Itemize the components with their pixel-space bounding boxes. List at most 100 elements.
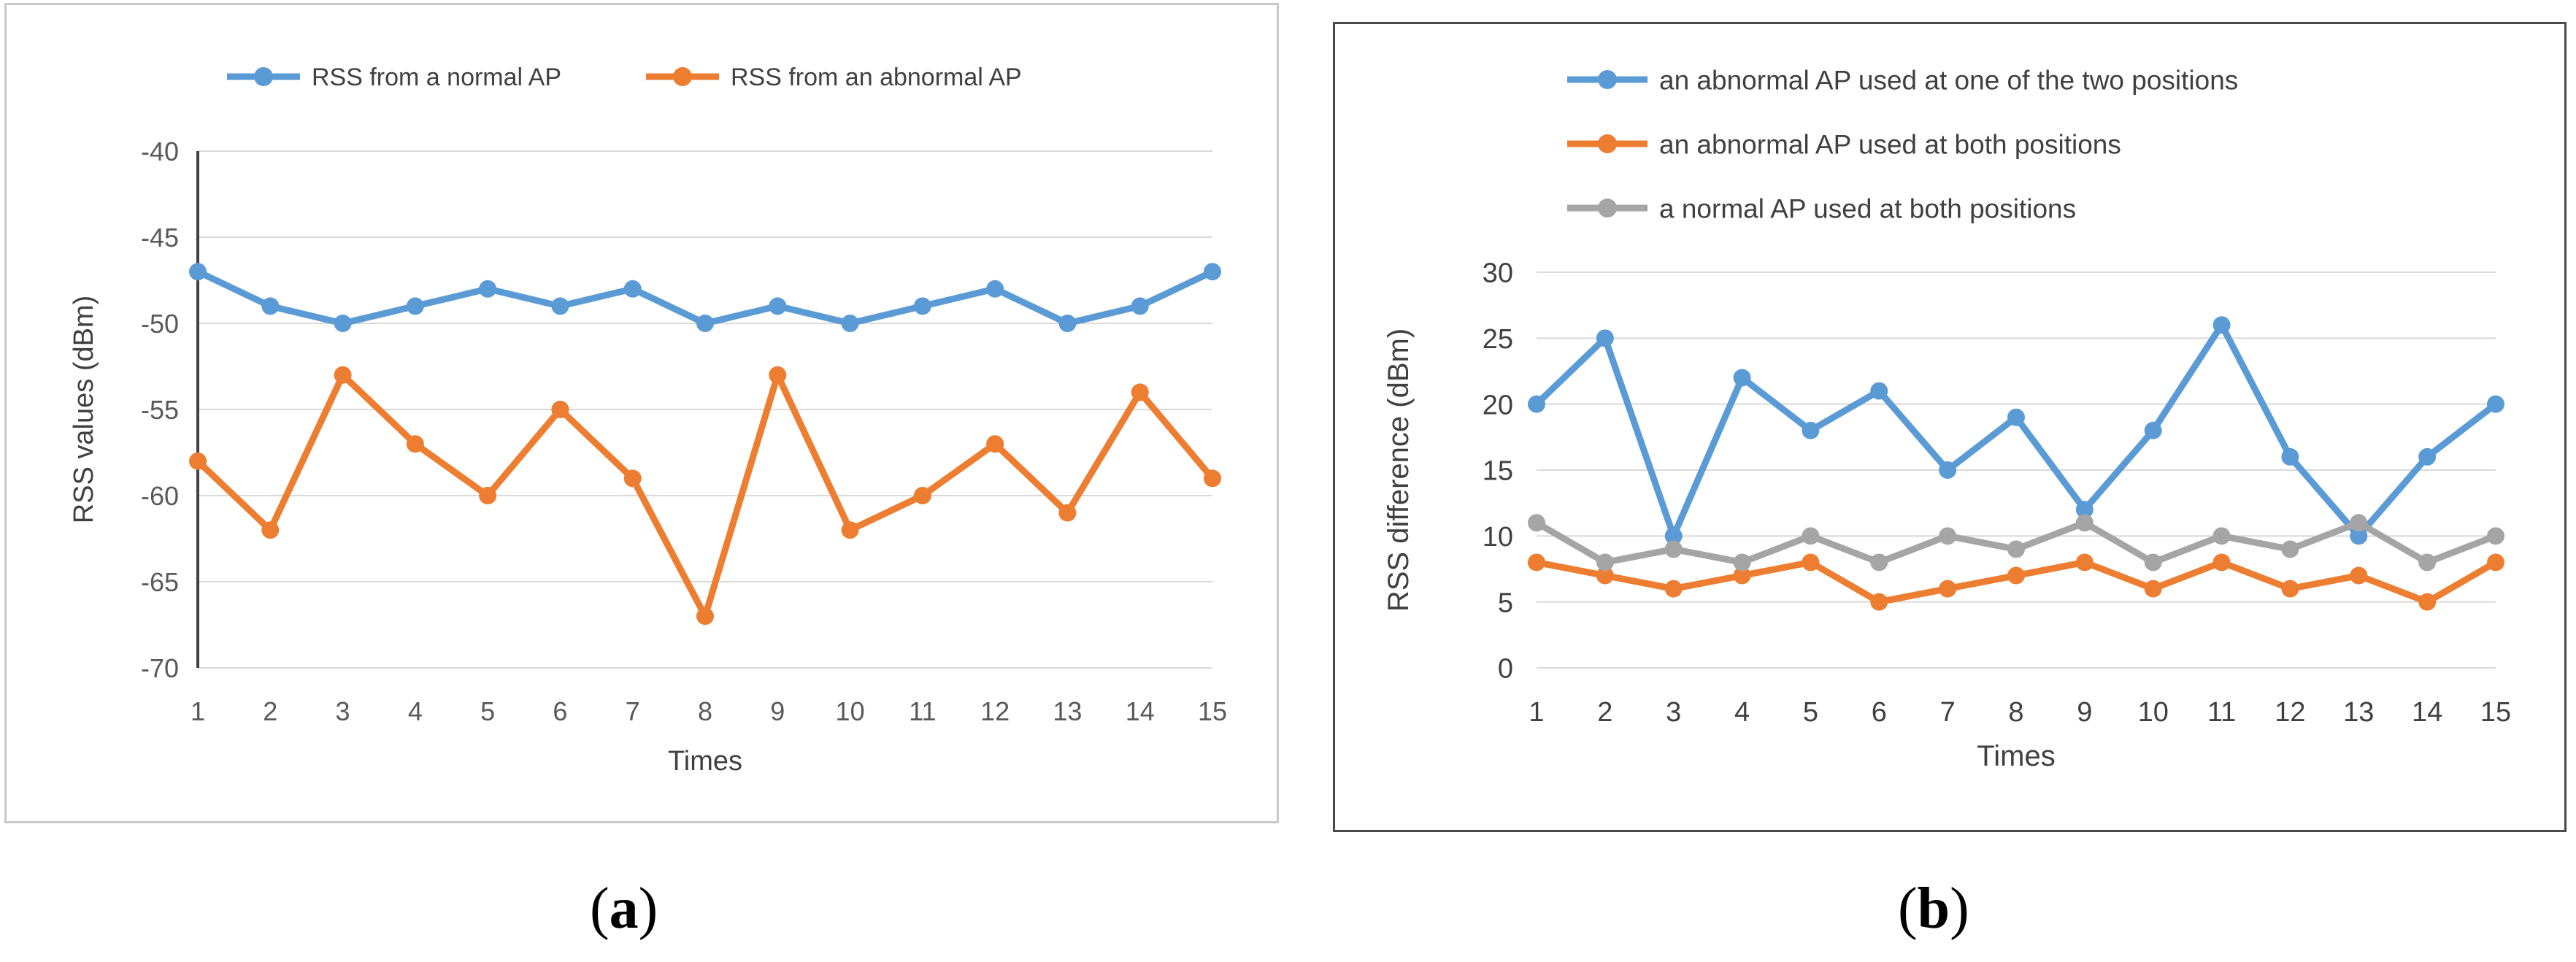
data-point-series-2 [2281,580,2299,598]
x-tick-label: 5 [1803,697,1818,728]
y-tick-label: -60 [141,481,179,511]
data-point-series-1 [2350,527,2368,545]
data-point-series-2 [841,521,859,539]
y-tick-label: -40 [141,136,179,166]
x-tick-label: 9 [770,696,785,726]
x-tick-label: 3 [336,696,350,726]
x-tick-label: 15 [2480,697,2511,728]
x-tick-label: 2 [1597,697,1612,728]
y-tick-label: 20 [1483,390,1513,420]
x-tick-label: 6 [1872,697,1887,728]
data-point-series-2 [2144,580,2162,598]
x-tick-label: 11 [909,696,936,726]
data-point-series-2 [1733,566,1751,585]
data-point-series-2 [623,469,642,488]
y-axis-title: RSS values (dBm) [69,296,99,524]
data-point-series-1 [2007,408,2025,426]
data-point-series-3 [1528,514,1545,532]
data-point-series-1 [1664,527,1683,545]
data-point-series-1 [1058,315,1077,332]
legend-label: RSS from an abnormal AP [731,64,1022,91]
y-tick-label: 5 [1498,588,1513,618]
x-tick-label: 7 [626,696,640,726]
y-tick-label: 30 [1483,258,1513,289]
y-tick-label: -50 [141,309,179,339]
y-tick-label: -55 [141,395,179,425]
x-tick-label: 9 [2077,697,2092,728]
x-tick-label: 4 [1734,697,1750,728]
x-tick-label: 10 [2138,697,2169,728]
data-point-series-1 [696,315,714,332]
y-tick-label: 25 [1483,324,1513,355]
data-point-series-3 [2418,553,2437,572]
data-point-series-3 [1596,553,1614,572]
data-point-series-2 [1664,580,1683,598]
data-point-series-3 [2075,514,2094,532]
x-tick-label: 14 [2412,697,2442,728]
x-tick-label: 10 [836,696,865,726]
y-tick-label: -70 [141,653,179,683]
data-point-series-2 [1058,504,1077,522]
data-point-series-3 [2281,540,2299,558]
x-tick-label: 14 [1126,696,1155,726]
data-point-series-1 [1802,421,1820,439]
data-point-series-2 [1204,469,1221,488]
data-point-series-1 [1528,395,1545,413]
data-point-series-1 [2418,447,2437,466]
data-point-series-3 [1664,540,1683,558]
legend-label: an abnormal AP used at both positions [1659,129,2121,159]
data-point-series-2 [2007,566,2025,585]
data-point-series-1 [841,315,859,332]
data-point-series-1 [1596,329,1614,347]
data-point-series-3 [1939,527,1957,545]
data-point-series-2 [334,366,352,384]
legend-marker [673,67,692,86]
data-point-series-1 [551,297,569,315]
data-point-series-3 [2007,540,2025,558]
x-axis-title: Times [668,746,742,777]
y-tick-label: 10 [1483,522,1513,553]
data-point-series-1 [334,315,352,332]
data-point-series-2 [1802,553,1820,572]
data-point-series-2 [406,435,424,453]
chart-panel-b: 0 5 10 15 20 25 30 1 2 3 4 5 6 7 8 9 10 11 12 13 14 15 Times RS… [1333,22,2567,832]
data-point-series-2 [261,521,280,539]
data-point-series-2 [769,366,787,384]
data-point-series-1 [1204,263,1221,281]
legend-label: an abnormal AP used at one of the two po… [1659,65,2238,95]
data-point-series-1 [623,280,642,298]
data-point-series-3 [2144,553,2162,572]
x-tick-label: 8 [698,696,712,726]
x-tick-label: 11 [2207,697,2236,728]
data-point-series-1 [2487,395,2504,413]
series-line-1 [1534,321,2498,539]
data-point-series-1 [769,297,787,315]
data-point-series-3 [1733,553,1751,572]
data-point-series-1 [1131,297,1149,315]
data-point-series-3 [2487,527,2504,545]
x-tick-label: 7 [1940,697,1956,728]
data-point-series-1 [913,297,931,315]
legend-label: RSS from a normal AP [312,64,561,91]
data-point-series-2 [2075,553,2094,572]
y-tick-label: -65 [141,567,179,597]
data-point-series-1 [1733,369,1751,387]
x-tick-label: 12 [980,696,1010,726]
data-point-series-2 [479,487,497,504]
caption-b: (b) [1898,877,1969,941]
legend-marker [1598,134,1617,153]
x-tick-label: 1 [1529,697,1544,728]
data-point-series-2 [1596,566,1614,585]
data-point-series-2 [1939,580,1957,598]
x-tick-label: 2 [263,696,277,726]
data-point-series-2 [913,487,931,504]
data-point-series-2 [1528,553,1545,572]
y-tick-label: -45 [141,223,179,253]
data-point-series-2 [696,607,714,626]
data-point-series-2 [189,452,207,470]
data-point-series-3 [2212,527,2231,545]
data-point-series-1 [479,280,497,298]
data-point-series-2 [986,435,1004,453]
x-tick-label: 13 [2343,697,2374,728]
x-tick-label: 8 [2008,697,2023,728]
